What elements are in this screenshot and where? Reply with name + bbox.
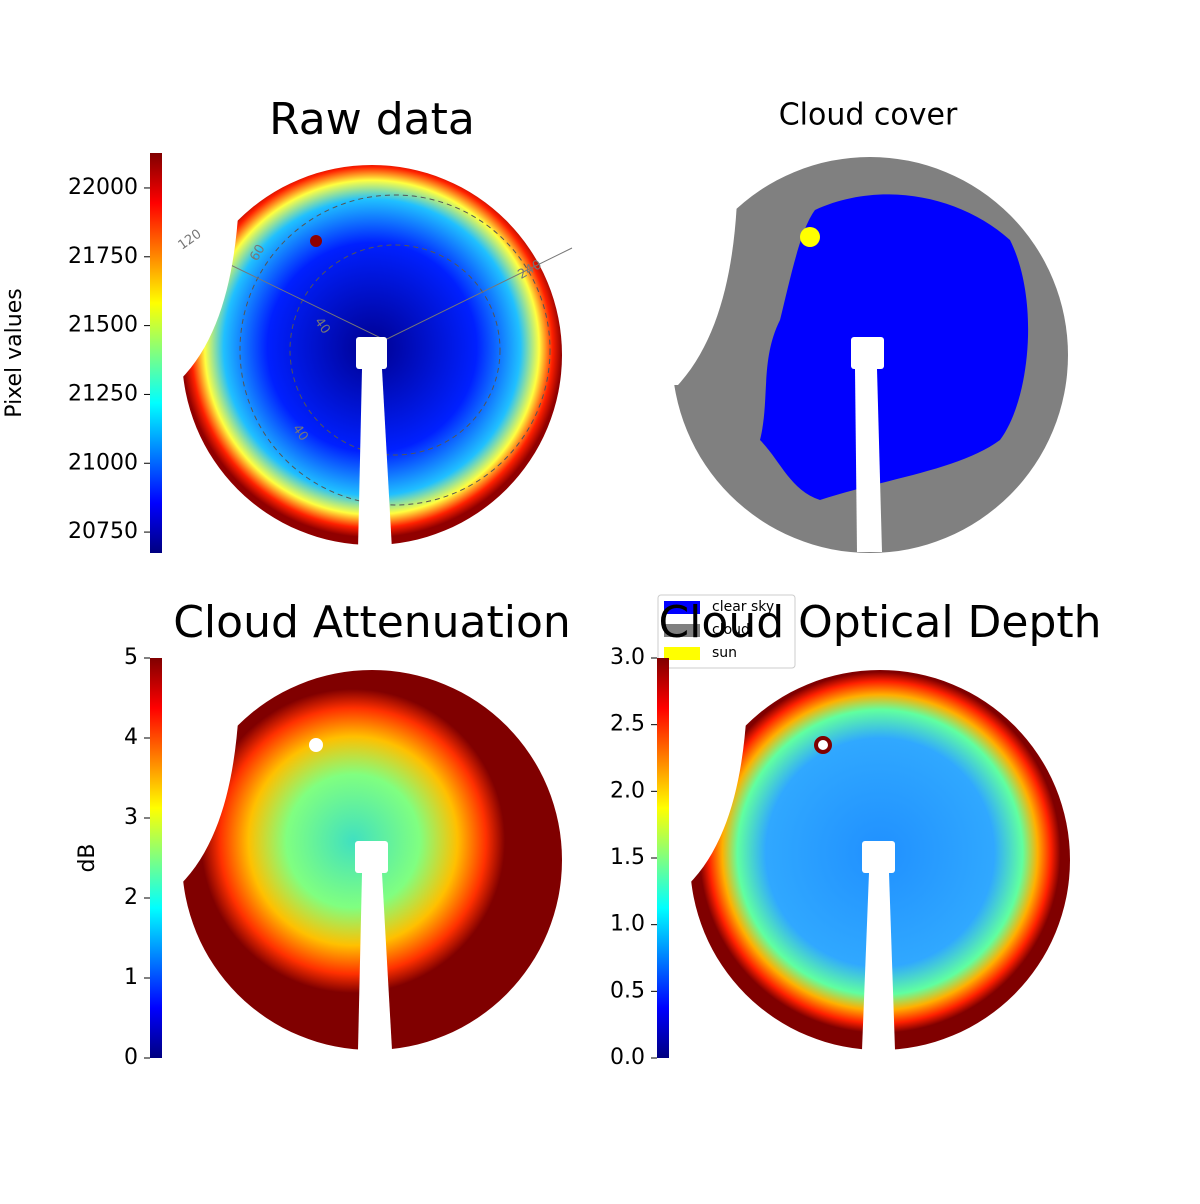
polar-grid-label: 60 — [247, 242, 268, 264]
panel-title: Cloud Optical Depth — [658, 597, 1101, 648]
panel-title: Raw data — [269, 94, 475, 145]
sun-area — [800, 227, 820, 247]
sun-spot — [310, 235, 322, 247]
legend-swatch — [664, 601, 700, 614]
colorbar-tick-label: 2.5 — [610, 712, 645, 737]
legend: clear sky cloud sun — [657, 594, 796, 669]
colorbar — [150, 658, 162, 1058]
colorbar-tick-label: 1.0 — [610, 912, 645, 937]
colorbar-tick-label: 0.5 — [610, 978, 645, 1003]
colorbar-tick-label: 21250 — [68, 381, 138, 406]
colorbar-tick-label: 20750 — [68, 519, 138, 544]
legend-swatch — [664, 624, 700, 637]
colorbar-tick-label: 2 — [124, 885, 138, 910]
colorbar-tick-label: 5 — [124, 645, 138, 670]
masks — [170, 160, 895, 1050]
polar-grid — [239, 194, 551, 506]
sun-mask — [309, 738, 323, 752]
clear-sky-area — [760, 194, 1029, 501]
panel-title: Cloud cover — [779, 98, 958, 133]
colorbar-tick-label: 0.0 — [610, 1045, 645, 1070]
legend-swatch — [664, 647, 700, 660]
colorbar-tick-label: 3.0 — [610, 645, 645, 670]
colorbar-tick-label: 1.5 — [610, 845, 645, 870]
legend-label: sun — [712, 645, 737, 661]
sun-mask — [814, 736, 832, 754]
colorbar-tick-label: 21000 — [68, 450, 138, 475]
sky-images — [170, 157, 1070, 1050]
colorbar — [150, 153, 162, 553]
colorbar-tick-label: 0 — [124, 1045, 138, 1070]
colorbar — [657, 658, 669, 1058]
colorbar-tick-label: 3 — [124, 805, 138, 830]
colorbar-tick-label: 1 — [124, 965, 138, 990]
colorbar-tick-label: 21750 — [68, 244, 138, 269]
panel-title: Cloud Attenuation — [173, 597, 571, 648]
colorbar-tick-label: 22000 — [68, 175, 138, 200]
colorbar-tick-label: 21500 — [68, 313, 138, 338]
colorbar-tick-label: 2.0 — [610, 778, 645, 803]
legend-label: clear sky — [712, 599, 774, 615]
colorbar-label: Pixel values — [2, 288, 27, 417]
colorbar-label: dB — [75, 843, 100, 872]
colorbar-tick-label: 4 — [124, 725, 138, 750]
legend-label: cloud — [712, 622, 750, 638]
